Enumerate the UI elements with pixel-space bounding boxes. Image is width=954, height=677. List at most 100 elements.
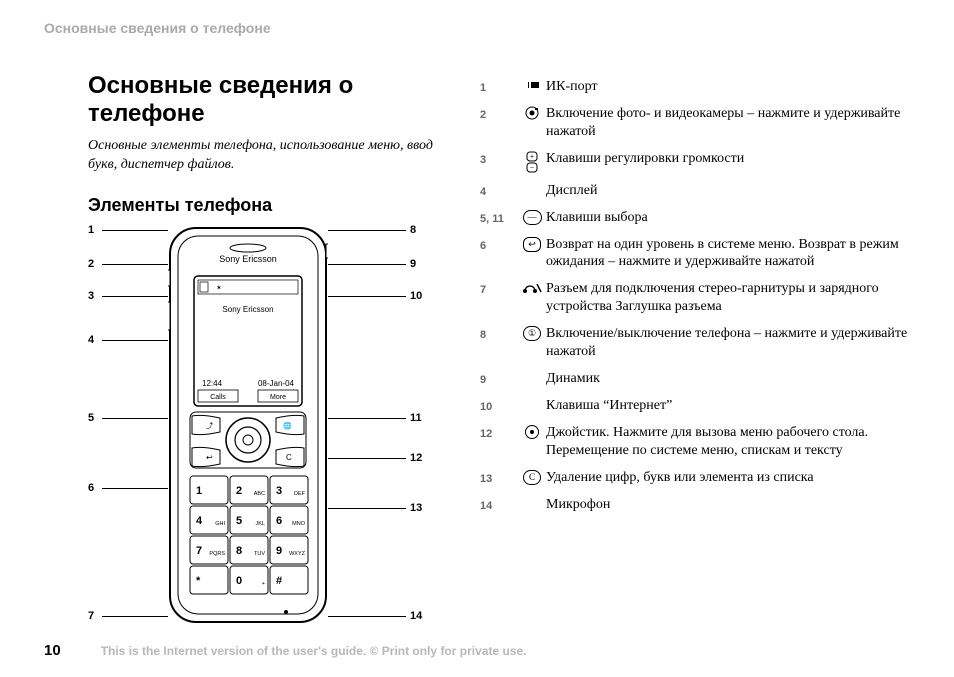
legend-text: Разъем для подключения стерео-гарнитуры … [546, 280, 910, 316]
svg-text:Sony Ericsson: Sony Ericsson [222, 305, 273, 314]
svg-text:PQRS: PQRS [209, 551, 225, 557]
svg-text:WXYZ: WXYZ [289, 551, 306, 557]
legend-number: 10 [480, 397, 518, 414]
legend-number: 7 [480, 280, 518, 297]
legend-icon [518, 78, 546, 91]
legend-row: 14Микрофон [480, 496, 910, 514]
legend-column: 1 ИК-порт 2 Включение фото- и видеокамеры –… [480, 78, 910, 522]
legend-text: Клавиши выбора [546, 209, 910, 227]
callout-number: 2 [88, 258, 94, 270]
legend-icon [518, 182, 546, 183]
section-heading: Элементы телефона [88, 195, 448, 216]
page-subtitle: Основные элементы телефона, использовани… [88, 137, 448, 175]
svg-text:C: C [286, 453, 292, 462]
svg-text:2: 2 [236, 485, 242, 497]
svg-text:0: 0 [236, 575, 242, 587]
legend-row: 8①Включение/выключение телефона – нажмит… [480, 325, 910, 361]
legend-row: 1 ИК-порт [480, 78, 910, 96]
phone-illustration: Sony Ericsson ✶ Sony Ericsson 12:44 08-J… [168, 226, 328, 624]
legend-text: Клавиша “Интернет” [546, 397, 910, 415]
legend-text: Динамик [546, 370, 910, 388]
phone-diagram: Sony Ericsson ✶ Sony Ericsson 12:44 08-J… [88, 218, 448, 638]
legend-row: 10 Клавиша “Интернет” [480, 397, 910, 415]
callout-number: 11 [410, 412, 422, 424]
page-footer: 10 This is the Internet version of the u… [0, 642, 954, 659]
legend-icon [518, 105, 546, 120]
legend-text: Дисплей [546, 182, 910, 200]
svg-text:Calls: Calls [210, 394, 226, 401]
legend-number: 5, 11 [480, 209, 518, 226]
callout-number: 8 [410, 224, 416, 236]
legend-number: 1 [480, 78, 518, 95]
callout-number: 4 [88, 334, 94, 346]
legend-row: 5, 11—Клавиши выбора [480, 209, 910, 227]
svg-text:🌐: 🌐 [283, 421, 292, 430]
svg-text:08-Jan-04: 08-Jan-04 [258, 379, 295, 388]
callout-number: 9 [410, 258, 416, 270]
svg-text:Sony Ericsson: Sony Ericsson [219, 254, 277, 264]
page-number: 10 [44, 642, 61, 659]
callout-number: 12 [410, 452, 422, 464]
legend-row: 12Джойстик. Нажмите для вызова меню рабо… [480, 424, 910, 460]
legend-number: 2 [480, 105, 518, 122]
legend-icon [518, 397, 546, 398]
legend-text: Джойстик. Нажмите для вызова меню рабоче… [546, 424, 910, 460]
svg-text:4: 4 [196, 515, 203, 527]
legend-icon: ① [518, 325, 546, 341]
svg-text:7: 7 [196, 545, 202, 557]
legend-number: 8 [480, 325, 518, 342]
callout-number: 3 [88, 290, 94, 302]
legend-number: 14 [480, 496, 518, 513]
svg-text:+: + [262, 581, 265, 587]
svg-text:GHI: GHI [215, 521, 225, 527]
callout-number: 5 [88, 412, 94, 424]
svg-text:5: 5 [236, 515, 242, 527]
legend-text: Клавиши регулировки громкости [546, 150, 910, 168]
legend-text: Включение фото- и видеокамеры – нажмите … [546, 105, 910, 141]
svg-text:#: # [276, 575, 282, 587]
legend-number: 9 [480, 370, 518, 387]
svg-text:*: * [196, 575, 201, 587]
page-title: Основные сведения о телефоне [88, 72, 448, 127]
svg-text:+: + [530, 152, 535, 161]
callout-number: 6 [88, 482, 94, 494]
legend-icon [518, 496, 546, 497]
svg-text:−: − [530, 163, 535, 172]
svg-text:8: 8 [236, 545, 242, 557]
svg-text:TUV: TUV [254, 551, 265, 557]
legend-icon: ↩ [518, 236, 546, 252]
svg-text:JKL: JKL [256, 521, 265, 527]
svg-text:9: 9 [276, 545, 282, 557]
legend-row: 6↩Возврат на один уровень в системе меню… [480, 236, 910, 272]
legend-row: 7 Разъем для подключения стерео-гарнитуры… [480, 280, 910, 316]
legend-number: 13 [480, 469, 518, 486]
legend-text: ИК-порт [546, 78, 910, 96]
svg-text:⤴: ⤴ [206, 421, 213, 430]
svg-text:More: More [270, 394, 286, 401]
legend-icon [518, 424, 546, 439]
page-header-breadcrumb: Основные сведения о телефоне [44, 20, 271, 36]
legend-icon: +− [518, 150, 546, 173]
legend-row: 13CУдаление цифр, букв или элемента из с… [480, 469, 910, 487]
legend-icon [518, 370, 546, 371]
legend-icon: — [518, 209, 546, 225]
legend-row: 9 Динамик [480, 370, 910, 388]
legend-icon [518, 280, 546, 295]
callout-number: 10 [410, 290, 422, 302]
svg-text:MNO: MNO [292, 521, 306, 527]
svg-text:3: 3 [276, 485, 282, 497]
svg-text:ABC: ABC [254, 491, 265, 497]
svg-text:1: 1 [196, 485, 202, 497]
legend-row: 2 Включение фото- и видеокамеры – нажмите… [480, 105, 910, 141]
callout-number: 7 [88, 610, 94, 622]
callout-number: 14 [410, 610, 422, 622]
legend-number: 6 [480, 236, 518, 253]
svg-text:6: 6 [276, 515, 282, 527]
legend-row: 3+−Клавиши регулировки громкости [480, 150, 910, 173]
legend-text: Удаление цифр, букв или элемента из спис… [546, 469, 910, 487]
legend-text: Включение/выключение телефона – нажмите … [546, 325, 910, 361]
svg-text:12:44: 12:44 [202, 379, 223, 388]
legend-icon: C [518, 469, 546, 485]
svg-text:DEF: DEF [294, 491, 306, 497]
legend-row: 4Дисплей [480, 182, 910, 200]
